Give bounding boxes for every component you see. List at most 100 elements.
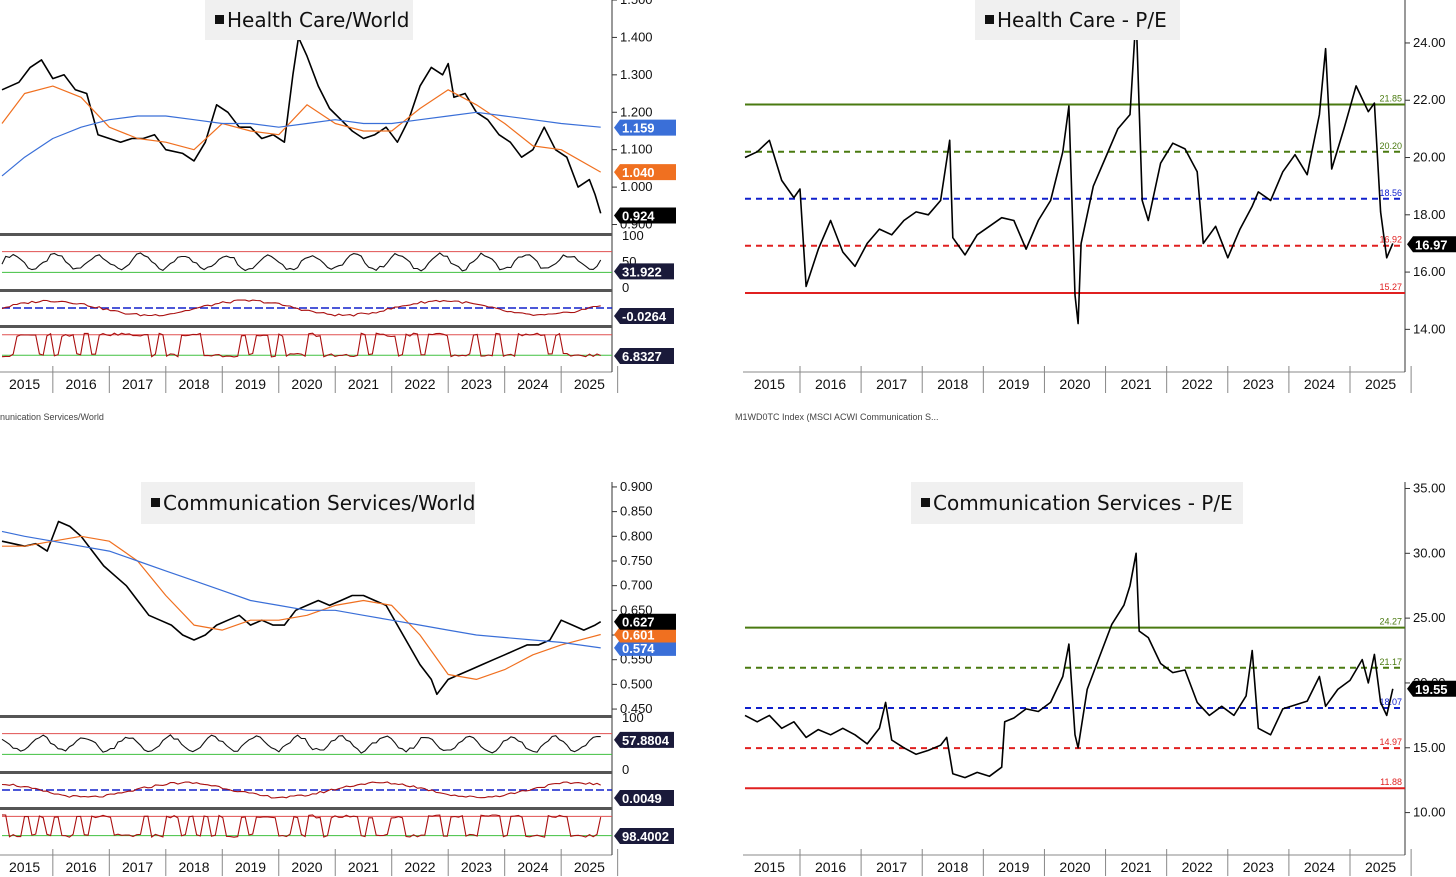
pane-value-tag: 98.4002 (614, 828, 674, 844)
level-label: 24.27 (1379, 617, 1402, 627)
y-tick-label: 30.00 (1413, 545, 1446, 560)
pane-tick-label: 0 (622, 280, 629, 295)
pane-separator (0, 325, 612, 328)
last-value-text: 0.601 (622, 628, 655, 643)
last-value-text: 19.55 (1415, 682, 1448, 697)
legend-square-icon (215, 15, 224, 24)
x-tick-label: 2025 (574, 376, 605, 392)
x-tick-label: 2016 (65, 376, 96, 392)
y-tick-label: 0.500 (620, 676, 653, 691)
chart-3: 2015 2016 2017 2018 2019 2020 2021 2022 2023 2024… (0, 479, 676, 876)
x-tick-label: 2018 (178, 376, 209, 392)
y-tick-label: 1.500 (620, 0, 653, 7)
pane-separator (0, 289, 612, 292)
x-tick-label: 2020 (291, 859, 322, 875)
last-value-tag: 0.601 (614, 626, 676, 643)
last-value-tag: 1.040 (614, 164, 676, 181)
x-tick-label: 2018 (937, 376, 968, 392)
y-tick-label: 1.300 (620, 67, 653, 82)
series-price (1, 520, 602, 696)
y-tick-label: 24.00 (1413, 35, 1446, 50)
y-tick-label: 22.00 (1413, 92, 1446, 107)
y-tick-label: 10.00 (1413, 805, 1446, 820)
y-tick-label: 0.700 (620, 578, 653, 593)
pane-value-text: 0.0049 (622, 791, 662, 806)
last-value-tag: 0.627 (614, 613, 676, 630)
series-price (1, 36, 602, 214)
pane-tick-label: 100 (622, 710, 644, 725)
x-tick-label: 2019 (235, 376, 266, 392)
y-tick-label: 0.450 (620, 701, 653, 716)
x-tick-label: 2025 (574, 859, 605, 875)
level-label: 21.85 (1379, 94, 1402, 104)
x-tick-label: 2022 (1182, 376, 1213, 392)
x-tick-label: 2016 (65, 859, 96, 875)
x-tick-label: 2022 (1182, 859, 1213, 875)
x-tick-label: 2018 (937, 859, 968, 875)
chart-2: 2015 2016 2017 2018 2019 2020 2021 2022 2023 2024… (743, 0, 1456, 393)
x-tick-label: 2015 (9, 376, 40, 392)
x-tick-label: 2023 (1243, 376, 1274, 392)
pane-value-text: 31.922 (622, 264, 662, 279)
pane-value-tag: -0.0264 (614, 308, 674, 324)
x-tick-label: 2015 (754, 376, 785, 392)
y-tick-label: 0.650 (620, 602, 653, 617)
x-tick-label: 2019 (998, 376, 1029, 392)
x-tick-label: 2020 (1059, 859, 1090, 875)
title-box (911, 482, 1243, 524)
x-tick-label: 2025 (1365, 859, 1396, 875)
y-tick-label: 20.00 (1413, 150, 1446, 165)
y-tick-label: 14.00 (1413, 321, 1446, 336)
last-value-tag: 16.97 (1407, 236, 1456, 253)
y-tick-label: 1.000 (620, 179, 653, 194)
level-label: 18.56 (1379, 188, 1402, 198)
pane-value-tag: 0.0049 (614, 790, 674, 806)
y-tick-label: 0.800 (620, 528, 653, 543)
source-label: M1WD0TC Index (MSCI ACWI Communication S… (735, 412, 939, 422)
y-tick-label: 0.850 (620, 504, 653, 519)
chart-title: Health Care/World (227, 8, 409, 32)
series-price (744, 552, 1394, 779)
series-ma_fast (2, 535, 601, 681)
last-value-text: 16.97 (1415, 237, 1448, 252)
chart-4: 2015 2016 2017 2018 2019 2020 2021 2022 2023 2024… (743, 480, 1456, 876)
level-label: 20.20 (1379, 141, 1402, 151)
last-value-text: 0.627 (622, 615, 655, 630)
series-price (744, 13, 1394, 325)
chart-title: Communication Services/World (163, 491, 475, 515)
series-ma_slow (1, 530, 601, 649)
x-tick-label: 2024 (517, 859, 548, 875)
x-tick-label: 2020 (291, 376, 322, 392)
level-label: 21.17 (1379, 657, 1402, 667)
x-tick-label: 2024 (1304, 376, 1335, 392)
x-tick-label: 2023 (461, 859, 492, 875)
x-tick-label: 2023 (461, 376, 492, 392)
chart-title: Communication Services - P/E (933, 491, 1233, 515)
last-value-tag: 0.574 (614, 639, 676, 656)
x-tick-label: 2017 (122, 376, 153, 392)
x-tick-label: 2022 (404, 859, 435, 875)
x-tick-label: 2018 (178, 859, 209, 875)
x-tick-label: 2024 (1304, 859, 1335, 875)
x-tick-label: 2019 (998, 859, 1029, 875)
pane-value-tag: 57.8804 (614, 731, 674, 748)
y-tick-label: 18.00 (1413, 207, 1446, 222)
oscillator-line (1, 332, 601, 358)
last-value-tag: 1.159 (614, 119, 676, 136)
x-tick-label: 2016 (815, 376, 846, 392)
x-tick-label: 2021 (1121, 376, 1152, 392)
pane-separator (0, 233, 612, 236)
level-label: 11.88 (1380, 777, 1402, 787)
y-tick-label: 1.400 (620, 29, 653, 44)
x-tick-label: 2021 (348, 376, 379, 392)
last-value-tag: 0.924 (614, 207, 676, 224)
x-tick-label: 2021 (348, 859, 379, 875)
pane-value-text: -0.0264 (622, 309, 667, 324)
last-value-text: 0.924 (622, 209, 655, 224)
y-tick-label: 0.900 (620, 479, 653, 494)
pane-separator (0, 771, 612, 774)
source-label: nunication Services/World (0, 412, 104, 422)
x-tick-label: 2024 (517, 376, 548, 392)
level-label: 16.92 (1379, 235, 1402, 245)
legend-square-icon (151, 498, 160, 507)
